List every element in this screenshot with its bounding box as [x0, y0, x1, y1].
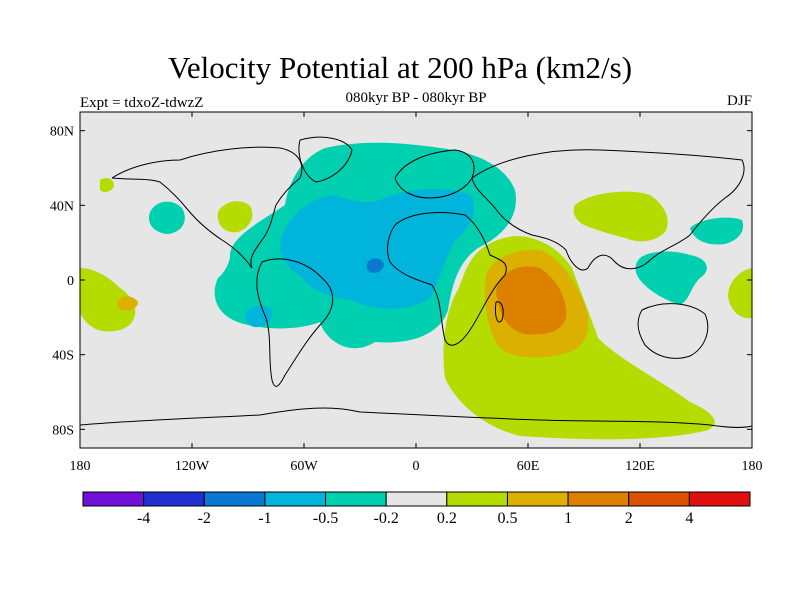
coastline-greenland [298, 136, 353, 183]
contour-fill-layer [80, 142, 752, 440]
lat-tick-label: 0 [67, 274, 74, 289]
contour-positive-tibet [573, 191, 668, 242]
contour-positive-east-pacific [80, 268, 136, 332]
experiment-label: Expt = tdxoZ-tdwzZ [80, 95, 204, 111]
chart-title: Velocity Potential at 200 hPa (km2/s) [167, 50, 633, 85]
coastline-north-america [111, 146, 303, 269]
lon-tick-label: 120E [625, 459, 655, 474]
colorbar-label: -1 [258, 510, 271, 527]
colorbar-label: 4 [685, 510, 693, 527]
lon-tick-label: 180 [742, 459, 763, 474]
lon-tick-label: 60E [517, 459, 540, 474]
contour-negative-atlantic-core [280, 188, 475, 309]
contour-negative-north-pacific [148, 201, 185, 234]
contour-negative-pacific-lobe [245, 305, 273, 328]
lat-tick-label: 80N [50, 125, 74, 140]
colorbar-swatch [203, 491, 266, 507]
lon-tick-label: 120W [175, 459, 210, 474]
coastlines [80, 136, 752, 428]
season-label: DJF [726, 93, 752, 109]
lat-tick-label: 40S [52, 349, 74, 364]
contour-negative-gulf-of-guinea [366, 258, 384, 273]
colorbar-label: -4 [137, 510, 150, 527]
contour-positive-arctic [100, 178, 114, 193]
contour-negative-east-asia [690, 217, 744, 245]
colorbar-swatch [506, 491, 569, 507]
coastline-madagascar [495, 301, 504, 323]
lat-tick-label: 80S [52, 423, 74, 438]
coastline-asia [471, 149, 745, 271]
contour-positive-indian-ocean-core [496, 266, 567, 335]
colorbar-label: 0.2 [437, 510, 457, 527]
colorbar-label: 1 [564, 510, 572, 527]
lon-tick-label: 180 [70, 459, 91, 474]
chart-subtitle: 080kyr BP - 080kyr BP [345, 90, 487, 106]
colorbar-label: -0.2 [374, 510, 399, 527]
colorbar-label: -0.5 [313, 510, 338, 527]
coastline-australia [637, 303, 709, 359]
colorbar-swatch [325, 491, 387, 507]
contour-negative-maritime-continent [635, 251, 707, 305]
contour-positive-east-pacific-mid [117, 296, 138, 311]
coastline-south-america [256, 258, 334, 387]
lon-tick-label: 0 [413, 459, 420, 474]
contour-positive-north-america [217, 201, 253, 233]
contour-positive-west-pacific [728, 268, 752, 319]
colorbar-label: 0.5 [497, 510, 517, 527]
colorbar-swatch [385, 491, 448, 507]
colorbar-swatch [446, 491, 508, 507]
coastline-africa [387, 211, 507, 346]
colorbar-swatch [82, 491, 145, 507]
latitude-axis: 80N 40N 0 40S 80S [50, 125, 752, 438]
lat-tick-label: 40N [50, 199, 74, 214]
colorbar-swatch [688, 491, 751, 507]
colorbar-swatch [628, 491, 690, 507]
lon-tick-label: 60W [290, 459, 318, 474]
coastline-antarctica [80, 407, 752, 428]
colorbar-swatch [567, 491, 630, 507]
colorbar-swatch [264, 491, 327, 507]
colorbar: -4 -2 -1 -0.5 -0.2 0.2 0.5 1 2 4 [82, 491, 751, 527]
colorbar-label: 2 [625, 510, 633, 527]
longitude-axis: 180 120W 60W 0 60E 120E 180 [70, 112, 763, 474]
colorbar-label: -2 [198, 510, 211, 527]
colorbar-swatch [143, 491, 205, 507]
